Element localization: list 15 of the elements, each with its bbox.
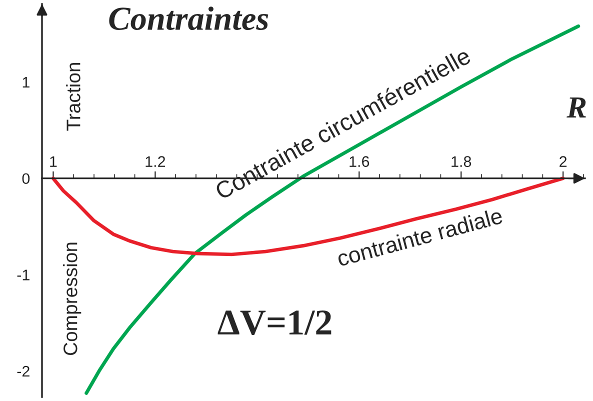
x-tick-label: 1 — [50, 156, 57, 167]
chart-title: Contraintes — [109, 6, 268, 30]
annotation: ΔV=1/2 — [218, 310, 332, 335]
annotation: contrainte radiale — [336, 207, 504, 267]
y-tick-label: 0 — [22, 173, 30, 184]
x-tick-label: 2 — [560, 156, 567, 167]
x-tick-label: 1.2 — [146, 156, 166, 167]
annotation: Traction — [66, 62, 80, 131]
y-tick-label: -2 — [17, 366, 30, 377]
x-axis-title: R — [566, 97, 586, 118]
x-tick-label: 1.6 — [350, 156, 370, 167]
annotation: Compression — [63, 242, 82, 356]
y-tick-label: 1 — [22, 77, 30, 88]
x-tick-label: 1.8 — [452, 156, 472, 167]
y-tick-label: -1 — [17, 270, 30, 280]
